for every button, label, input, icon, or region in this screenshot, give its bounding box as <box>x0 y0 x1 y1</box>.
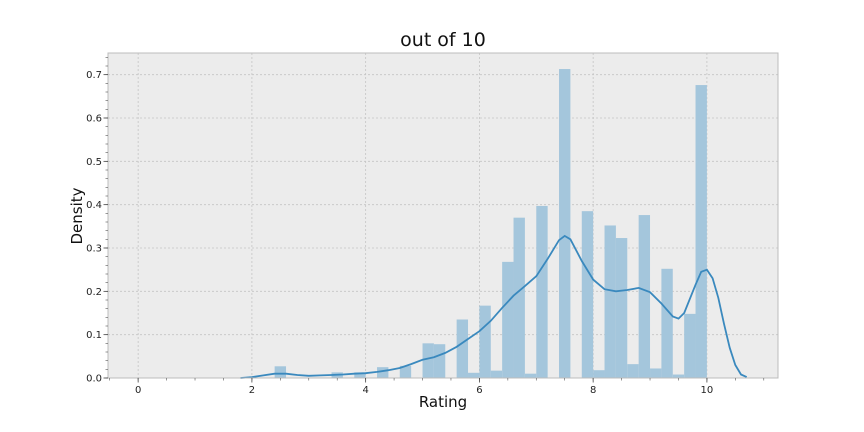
x-tick-label: 10 <box>701 385 714 396</box>
histogram-bar <box>399 365 412 378</box>
histogram-bar <box>627 364 639 378</box>
plot-frame <box>107 52 779 379</box>
x-tick-label: 6 <box>476 385 482 396</box>
kde-curve <box>240 234 748 379</box>
x-axis-title: Rating <box>419 393 467 411</box>
y-tick-label: 0.1 <box>86 330 102 341</box>
y-tick-label: 0.2 <box>86 287 102 298</box>
y-tick-label: 0.7 <box>86 70 102 81</box>
histogram-bar <box>581 211 594 378</box>
y-tick-label: 0.0 <box>86 374 102 385</box>
histogram-bar <box>559 69 571 379</box>
histogram-bar <box>502 261 514 378</box>
histogram-bar <box>684 313 696 378</box>
histogram-bar <box>456 319 469 378</box>
x-tick-label: 8 <box>590 385 596 396</box>
histogram-bar <box>422 343 434 378</box>
histogram-bar <box>490 370 503 378</box>
histogram-bar <box>433 344 446 378</box>
x-tick-labels: 0 2 4 6 8 10 <box>135 385 713 396</box>
histogram-bars <box>274 69 707 379</box>
y-tick-labels: 0.0 0.1 0.2 0.3 0.4 0.5 0.6 0.7 <box>86 70 102 384</box>
histogram-bar <box>377 367 389 378</box>
x-tick-label: 2 <box>249 385 255 396</box>
histogram-bar <box>468 372 480 378</box>
histogram-bar <box>604 225 616 378</box>
histogram-bar <box>650 368 662 378</box>
histogram-bar <box>354 372 366 378</box>
histogram-bar <box>536 205 548 378</box>
histogram-bar <box>695 85 707 379</box>
x-tick-label: 0 <box>135 385 141 396</box>
plot-area <box>108 53 778 378</box>
y-tick-label: 0.3 <box>86 244 102 255</box>
axis-ticks <box>103 57 765 383</box>
y-tick-label: 0.6 <box>86 114 102 125</box>
chart-title: out of 10 <box>400 29 486 51</box>
histogram-bar <box>513 217 525 378</box>
histogram-bar <box>661 268 673 378</box>
y-axis-title: Density <box>68 187 86 244</box>
histogram-bar <box>638 215 651 378</box>
x-tick-label: 4 <box>362 385 368 396</box>
y-tick-label: 0.4 <box>86 200 102 211</box>
histogram-bar <box>672 374 685 378</box>
histogram-bar <box>479 305 491 378</box>
histogram-bar <box>615 238 628 378</box>
histogram-bar <box>593 370 605 378</box>
histogram-bar <box>274 366 287 378</box>
histogram-bar <box>524 373 537 378</box>
y-tick-label: 0.5 <box>86 157 102 168</box>
